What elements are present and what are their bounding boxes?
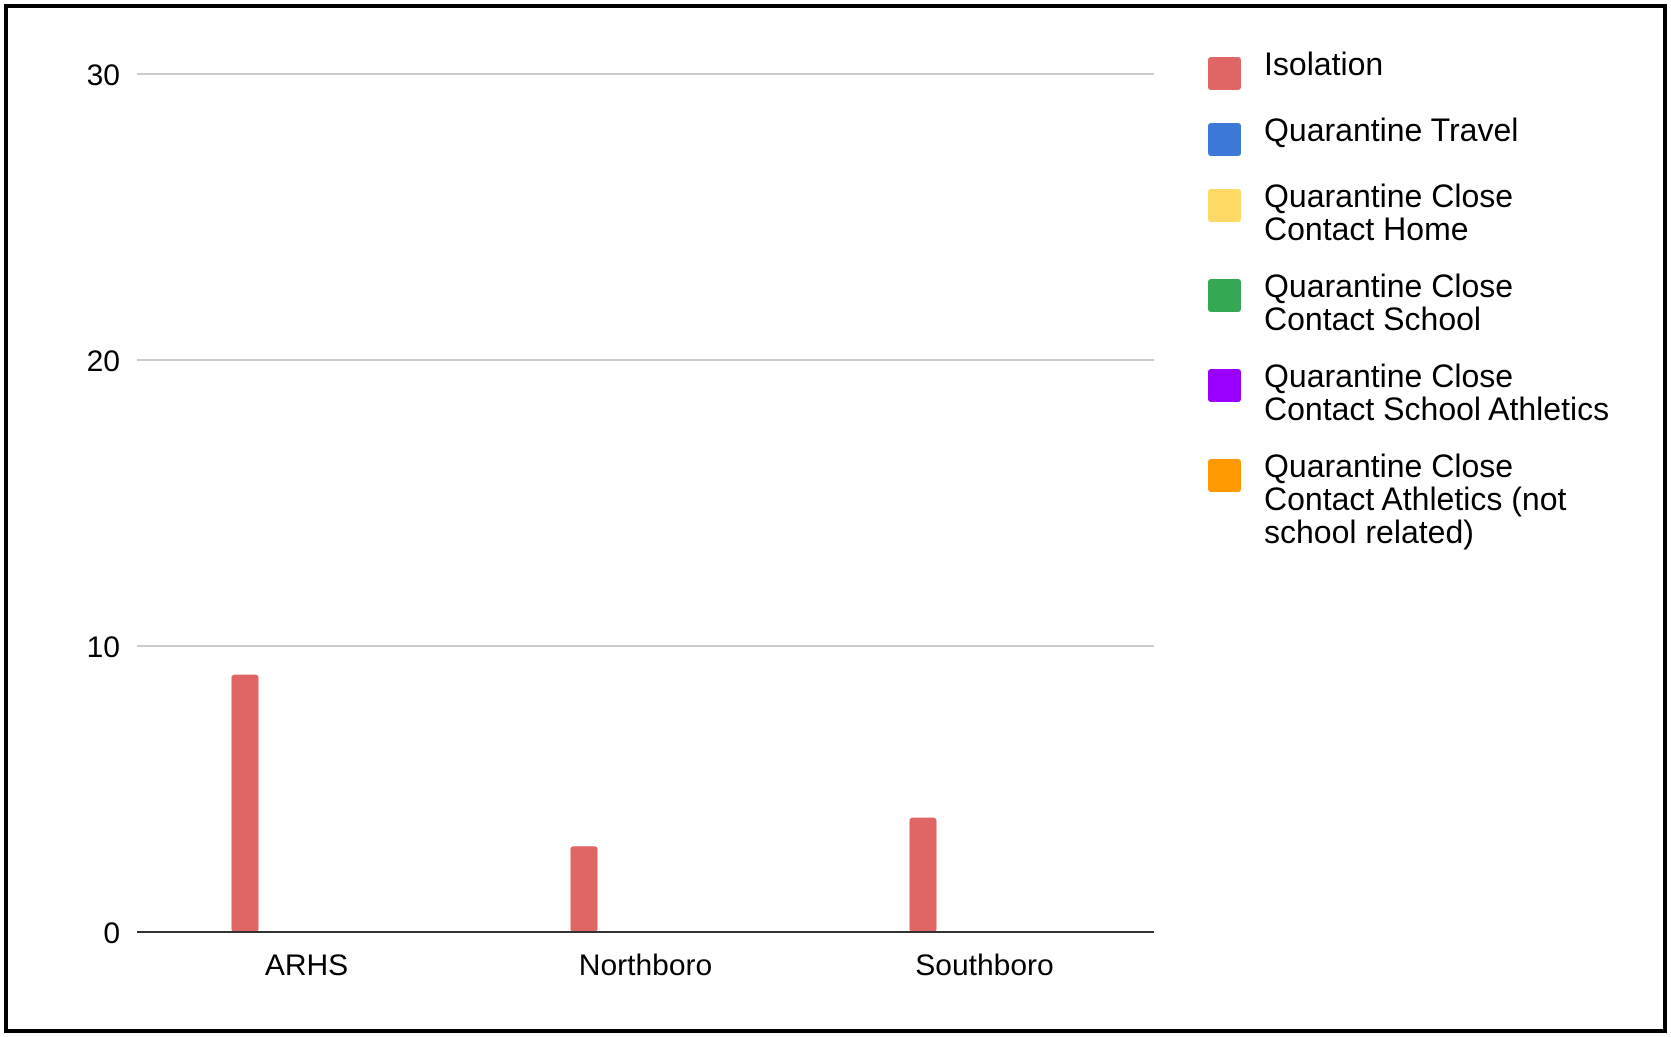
- bar-arhs-series-0: [231, 674, 259, 932]
- legend-label: Quarantine Close Contact Athletics (not …: [1264, 448, 1567, 550]
- y-tick-label: 10: [87, 631, 120, 664]
- legend-label: Quarantine Close Contact School Athletic…: [1264, 358, 1610, 427]
- legend-swatch: [1208, 279, 1241, 312]
- legend-swatch: [1208, 123, 1241, 156]
- gridlines: [137, 73, 1154, 647]
- legend-item: Quarantine Close Contact School Athletic…: [1208, 360, 1648, 426]
- x-axis-ticks: ARHS Northboro Southboro: [265, 949, 1054, 982]
- bars: [231, 674, 937, 932]
- y-axis-ticks: 0 10 20 30: [87, 59, 120, 950]
- legend-label: Isolation: [1264, 46, 1384, 82]
- legend-swatch: [1208, 369, 1241, 402]
- legend-swatch: [1208, 189, 1241, 222]
- bar-southboro-series-0: [909, 817, 937, 932]
- legend-item: Quarantine Close Contact Home: [1208, 180, 1648, 246]
- x-tick-label: Northboro: [579, 949, 712, 982]
- legend-label: Quarantine Close Contact School: [1264, 268, 1514, 337]
- x-tick-label: Southboro: [915, 949, 1053, 982]
- y-tick-label: 0: [103, 917, 120, 950]
- bar-northboro-series-0: [570, 846, 598, 932]
- legend-swatch: [1208, 459, 1241, 492]
- legend: Isolation Quarantine Travel Quarantine Clo…: [1208, 48, 1648, 573]
- legend-swatch: [1208, 57, 1241, 90]
- chart-frame: [4, 4, 1667, 1033]
- legend-item: Quarantine Close Contact Athletics (not …: [1208, 450, 1648, 549]
- y-tick-label: 20: [87, 345, 120, 378]
- legend-item: Quarantine Travel: [1208, 114, 1648, 156]
- legend-label: Quarantine Travel: [1264, 112, 1519, 148]
- y-tick-label: 30: [87, 59, 120, 92]
- legend-item: Quarantine Close Contact School: [1208, 270, 1648, 336]
- x-tick-label: ARHS: [265, 949, 348, 982]
- legend-item: Isolation: [1208, 48, 1648, 90]
- legend-label: Quarantine Close Contact Home: [1264, 178, 1514, 247]
